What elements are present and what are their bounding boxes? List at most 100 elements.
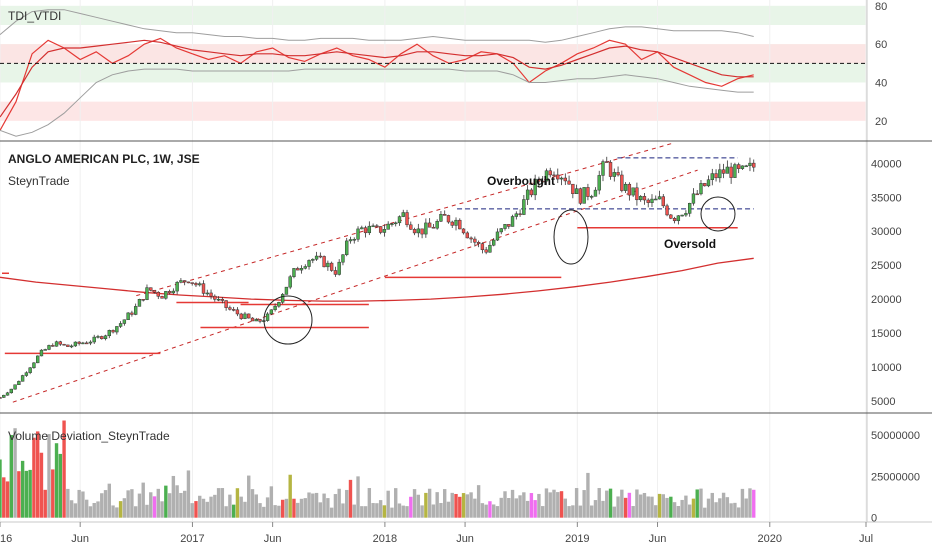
candles xyxy=(0,156,756,399)
volume-bar-76 xyxy=(284,498,289,518)
candle-body-6 xyxy=(20,375,25,382)
candle-body-159 xyxy=(597,175,601,191)
candle-body-4 xyxy=(13,384,17,390)
volume-bar-183 xyxy=(687,504,692,518)
volume-bars xyxy=(0,420,756,518)
volume-bar-150 xyxy=(563,498,568,518)
x-tick-label-3: Jun xyxy=(264,533,282,545)
candle-body-81 xyxy=(303,266,307,269)
candle-body-149 xyxy=(559,177,564,180)
candle-body-7 xyxy=(24,372,29,376)
volume-bar-33 xyxy=(122,498,127,518)
volume-bar-163 xyxy=(612,506,616,518)
volume-bar-60 xyxy=(224,506,228,518)
volume-bar-43 xyxy=(160,501,164,518)
candle-body-143 xyxy=(537,178,541,182)
candle-body-24 xyxy=(88,341,93,344)
candle-body-177 xyxy=(665,205,669,216)
candle-body-116 xyxy=(435,221,439,229)
candle-body-160 xyxy=(601,161,605,176)
volume-bar-2 xyxy=(5,481,10,518)
volume-bar-20 xyxy=(73,503,78,518)
candle-body-34 xyxy=(126,312,130,321)
candle-body-115 xyxy=(431,226,436,229)
candle-body-29 xyxy=(107,330,111,337)
candle-body-118 xyxy=(443,214,447,216)
ma-line xyxy=(0,257,754,302)
candle-body-110 xyxy=(412,229,417,234)
candle-body-2 xyxy=(5,392,10,396)
candle-body-44 xyxy=(164,291,168,299)
candle-body-193 xyxy=(725,166,730,174)
volume-bar-44 xyxy=(164,485,168,518)
volume-bar-34 xyxy=(126,490,130,518)
x-tick-label-9: Jul xyxy=(859,533,873,545)
volume-bar-103 xyxy=(386,490,390,518)
volume-bar-54 xyxy=(201,498,206,518)
candle-body-43 xyxy=(160,296,164,299)
volume-bar-158 xyxy=(593,500,598,518)
candle-body-32 xyxy=(118,323,123,327)
candle-body-22 xyxy=(81,342,85,345)
volume-bar-66 xyxy=(247,475,251,518)
candle-body-83 xyxy=(311,258,315,261)
volume-bar-147 xyxy=(552,489,556,518)
candle-body-96 xyxy=(360,227,364,230)
volume-bar-155 xyxy=(582,490,586,518)
price-tick-7: 40000 xyxy=(871,158,902,170)
volume-bar-169 xyxy=(635,489,639,518)
candle-body-58 xyxy=(216,298,221,301)
price-tick-0: 5000 xyxy=(871,396,895,408)
candle-body-31 xyxy=(115,326,119,333)
volume-bar-97 xyxy=(363,506,368,518)
volume-bar-107 xyxy=(401,505,405,518)
volume-bar-25 xyxy=(92,502,96,518)
volume-bar-138 xyxy=(518,495,522,518)
candle-body-131 xyxy=(492,239,496,246)
volume-bar-176 xyxy=(661,494,665,518)
volume-bar-16 xyxy=(58,453,62,518)
candle-body-106 xyxy=(397,216,402,224)
volume-bar-85 xyxy=(318,502,323,518)
candle-body-11 xyxy=(39,349,44,357)
candle-body-92 xyxy=(345,240,349,255)
candle-body-105 xyxy=(394,222,398,225)
candle-body-72 xyxy=(269,309,274,315)
volume-bar-74 xyxy=(277,505,281,518)
volume-bar-71 xyxy=(265,497,270,518)
candle-body-90 xyxy=(337,261,341,275)
volume-bar-96 xyxy=(360,506,364,518)
volume-bar-80 xyxy=(299,498,304,518)
volume-bar-135 xyxy=(507,498,511,518)
volume-bar-156 xyxy=(586,472,590,518)
volume-bar-105 xyxy=(394,488,398,518)
volume-bar-29 xyxy=(107,483,111,518)
volume-bar-196 xyxy=(736,507,741,518)
candle-body-108 xyxy=(405,212,409,226)
candle-body-38 xyxy=(141,299,145,301)
volume-bar-51 xyxy=(190,503,194,518)
candle-body-35 xyxy=(130,312,134,315)
volume-tick-2: 50000000 xyxy=(871,430,920,442)
volume-bar-98 xyxy=(367,488,372,518)
volume-bar-86 xyxy=(322,493,326,518)
volume-bar-195 xyxy=(733,502,737,518)
volume-bar-131 xyxy=(492,504,496,518)
candle-body-23 xyxy=(84,342,89,345)
volume-bar-171 xyxy=(642,492,647,518)
candle-body-146 xyxy=(548,170,552,176)
price-title: ANGLO AMERICAN PLC, 1W, JSE xyxy=(8,152,200,166)
candle-body-65 xyxy=(243,313,247,319)
volume-bar-59 xyxy=(220,488,225,518)
volume-bar-175 xyxy=(657,493,662,518)
volume-bar-161 xyxy=(605,490,609,518)
volume-bar-42 xyxy=(156,488,160,518)
candle-body-62 xyxy=(231,309,236,311)
candle-body-169 xyxy=(635,187,639,201)
volume-bar-48 xyxy=(179,492,183,518)
candle-body-164 xyxy=(616,172,620,176)
volume-bar-187 xyxy=(703,507,707,518)
candle-body-168 xyxy=(631,187,635,196)
volume-bar-130 xyxy=(488,501,492,518)
volume-bar-65 xyxy=(243,501,247,518)
